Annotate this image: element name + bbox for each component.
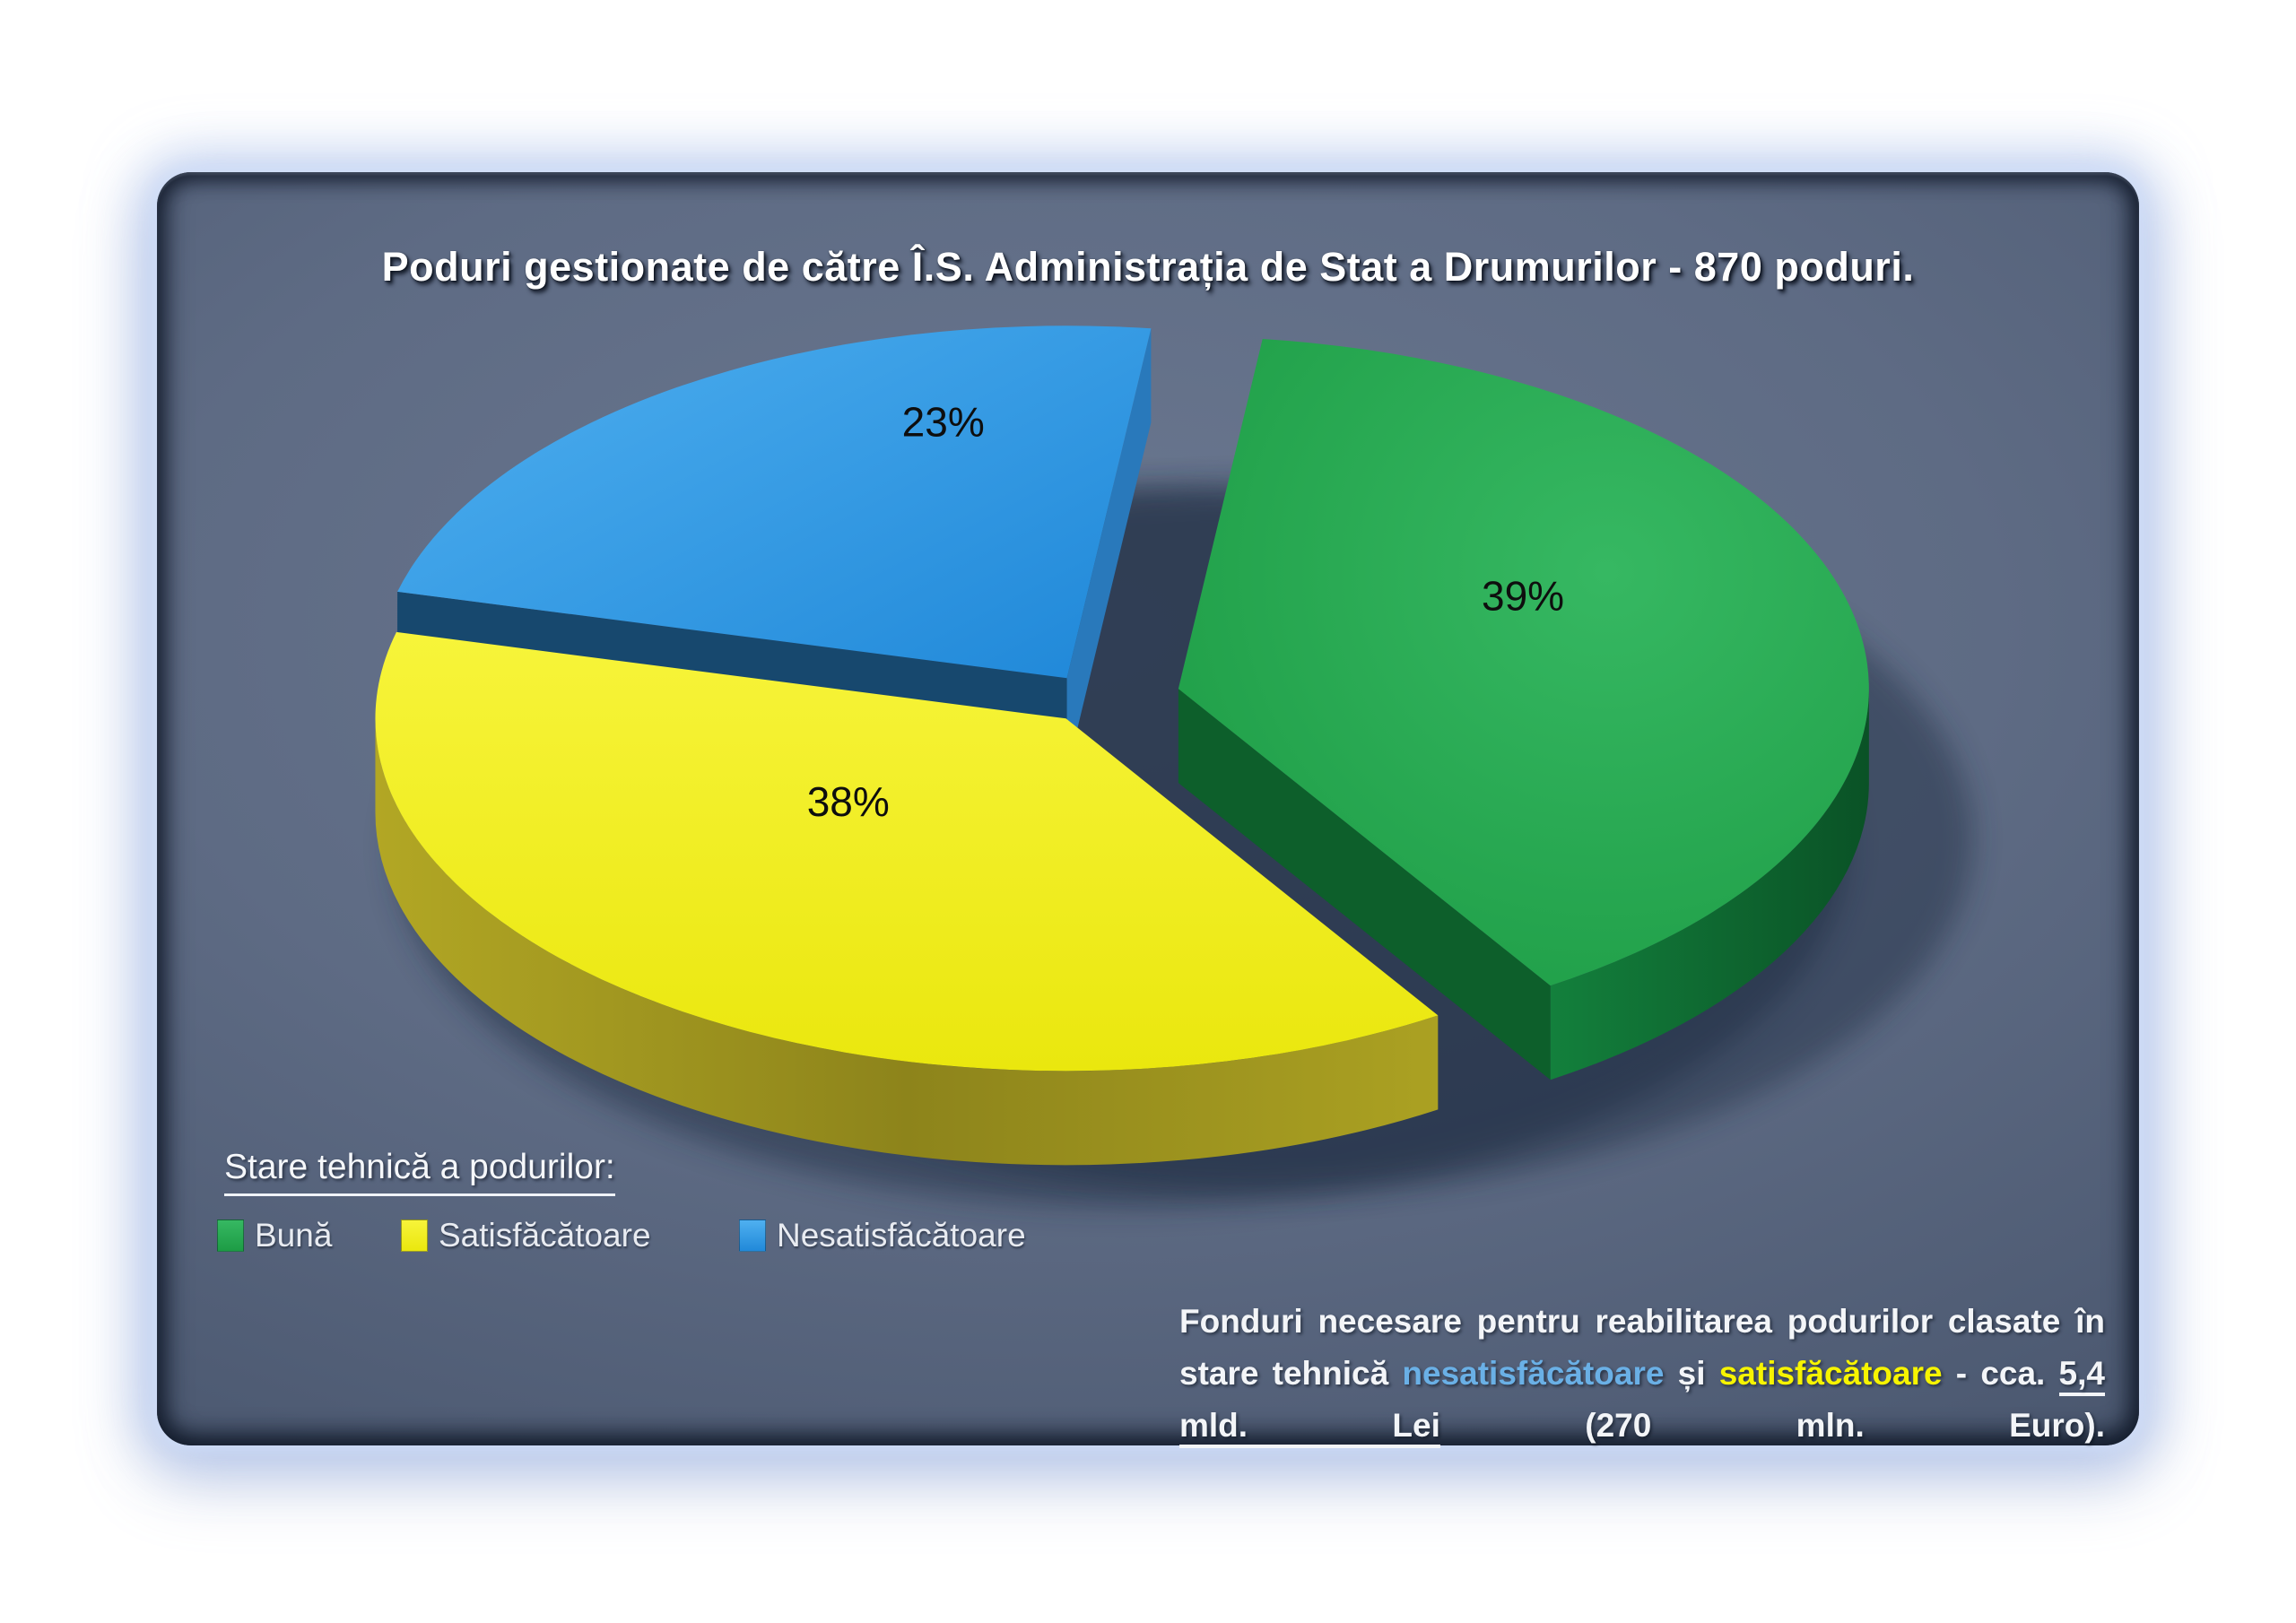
note-part-1: nesatisfăcătoare [1402, 1355, 1665, 1392]
note-part-2: și [1664, 1355, 1719, 1392]
legend-item-satisfacatoare: Satisfăcătoare [401, 1216, 651, 1255]
legend-swatch-yellow [401, 1219, 428, 1252]
pie-slice-face [375, 718, 1439, 1166]
legend-title: Stare tehnică a podurilor: [224, 1148, 615, 1196]
legend-label-satisfacatoare: Satisfăcătoare [439, 1217, 651, 1254]
pie-slice-satisfacatoare [375, 631, 1439, 1166]
note-text: Fonduri necesare pentru reabilitarea pod… [1179, 1296, 2105, 1452]
legend-item-nesatisfacatoare: Nesatisfăcătoare [739, 1216, 1026, 1255]
note-part-0: Fonduri necesare pentru reabilitarea pod… [1179, 1303, 2105, 1392]
legend-swatch-green [217, 1219, 244, 1252]
slide-title: Poduri gestionate de către Î.S. Administ… [381, 244, 1915, 290]
legend-swatch-blue [739, 1219, 766, 1252]
pie-slice-face [1550, 689, 1869, 1081]
note-part-6: (270 mln. Euro). [1439, 1407, 2105, 1444]
note-part-4: - cca. [1942, 1355, 2059, 1392]
pie-slice-face [1178, 689, 1551, 1081]
pie-slice-face [1066, 328, 1152, 773]
legend-label-buna: Bună [255, 1217, 333, 1254]
percent-label-nesatisfacatoare: 23% [902, 398, 985, 445]
legend-label-nesatisfacatoare: Nesatisfăcătoare [777, 1217, 1026, 1254]
legend-item-buna: Bună [217, 1216, 332, 1255]
pie-slice-face [375, 631, 1439, 1072]
percent-label-buna: 39% [1482, 572, 1564, 619]
percent-label-satisfacatoare: 38% [807, 778, 890, 825]
pie-slice-face [1178, 339, 1869, 986]
note-part-3: satisfăcătoare [1718, 1355, 1943, 1392]
pie-slice-face [397, 325, 1152, 679]
note-part-5: 5,4 mld. Lei [1179, 1355, 2105, 1448]
pie-slice-buna [1178, 339, 1869, 1081]
